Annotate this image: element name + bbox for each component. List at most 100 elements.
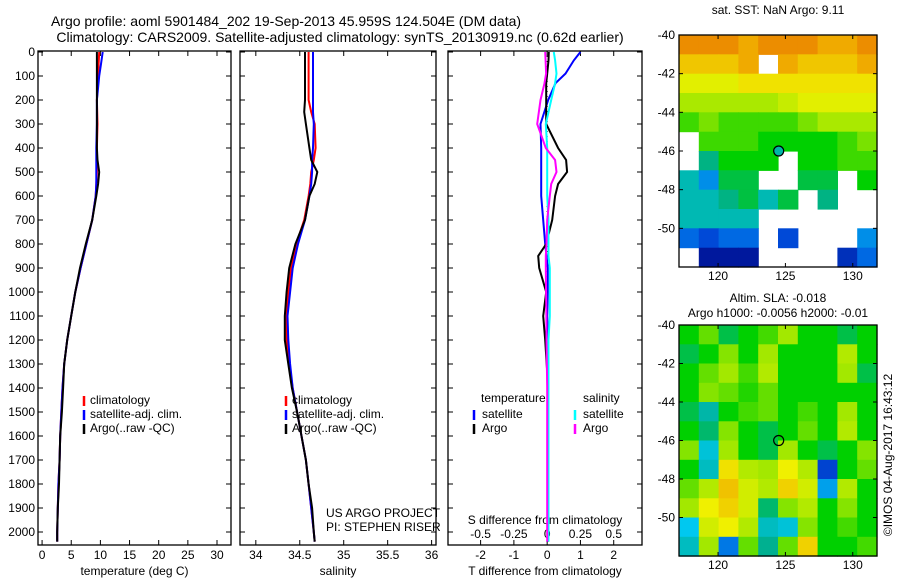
heatmap-cell: [718, 479, 739, 499]
heatmap-cell: [718, 517, 739, 538]
heatmap-cell: [817, 73, 838, 94]
x-tick-label: 36: [425, 548, 439, 562]
heatmap-cell: [857, 325, 878, 345]
heatmap-cell: [698, 73, 720, 94]
heatmap-cell: [679, 382, 700, 403]
heatmap-cell: [738, 209, 759, 229]
heatmap-cell: [837, 151, 858, 171]
heatmap-cell: [797, 151, 819, 171]
heatmap-cell: [837, 421, 858, 442]
heatmap-cell: [797, 325, 819, 345]
heatmap-cell: [797, 131, 819, 152]
x-tick-label: -1: [509, 548, 520, 562]
x2-tick-label: -0.5: [470, 527, 491, 541]
heatmap-cell: [738, 363, 759, 384]
heatmap-cell: [857, 344, 878, 365]
heatmap-cell: [817, 517, 838, 538]
heatmap-cell: [758, 73, 779, 94]
heatmap-cell: [698, 382, 720, 403]
heatmap-cell: [718, 170, 739, 191]
heatmap-cell: [857, 440, 878, 461]
heatmap-cell: [817, 189, 838, 210]
heatmap-cell: [758, 151, 779, 171]
heatmap-cell: [738, 479, 759, 499]
lon-tick-label: 130: [843, 269, 863, 283]
heatmap-cell: [679, 54, 700, 75]
heatmap-cell: [758, 382, 779, 403]
heatmap-cell: [817, 170, 838, 191]
heatmap-cell: [758, 536, 779, 557]
heatmap-cell: [718, 151, 739, 171]
lat-tick-label: -50: [658, 221, 676, 235]
x-tick-label: 0: [544, 548, 551, 562]
heatmap-cell: [698, 344, 720, 365]
heatmap-cell: [857, 112, 878, 133]
y-tick-label: 1500: [8, 405, 35, 419]
argo-float-marker: [773, 145, 785, 157]
heatmap-cell: [837, 247, 858, 268]
heatmap-cell: [758, 402, 779, 422]
heatmap-cell: [679, 73, 700, 94]
lat-tick-label: -46: [658, 144, 676, 158]
heatmap-cell: [797, 382, 819, 403]
heatmap-cell: [857, 93, 878, 113]
heatmap-cell: [778, 440, 799, 461]
heatmap-cell: [738, 402, 759, 422]
heatmap-cell: [738, 325, 759, 345]
heatmap-cell: [679, 402, 700, 422]
lat-tick-label: -48: [658, 183, 676, 197]
lat-tick-label: -44: [658, 395, 676, 409]
temperature-panel: 0100200300400500600700800900100011001200…: [8, 45, 232, 578]
lat-tick-label: -50: [658, 511, 676, 525]
heatmap-cell: [698, 35, 720, 55]
x2-axis-label: S difference from climatology: [468, 513, 623, 527]
heatmap-cell: [738, 189, 759, 210]
heatmap-cell: [718, 228, 739, 249]
heatmap-cell: [679, 344, 700, 365]
x-tick-label: 2: [610, 548, 617, 562]
heatmap-cell: [698, 325, 720, 345]
imos-stamp: ©IMOS 04-Aug-2017 16:43:12: [881, 374, 895, 537]
heatmap-cell: [778, 498, 799, 519]
heatmap-cell: [778, 93, 799, 113]
heatmap-cell: [817, 325, 838, 345]
heatmap-cell: [778, 459, 799, 480]
heatmap-cell: [679, 440, 700, 461]
heatmap-cell: [778, 325, 799, 345]
heatmap-cell: [797, 421, 819, 442]
project-label: US ARGO PROJECT: [326, 506, 441, 520]
heatmap-cell: [718, 344, 739, 365]
y-tick-label: 400: [15, 141, 35, 155]
heatmap-cell: [679, 209, 700, 229]
heatmap-cell: [817, 536, 838, 557]
legend-label: satellite: [482, 407, 523, 421]
heatmap-cell: [738, 382, 759, 403]
x-tick-label: 35.5: [376, 548, 400, 562]
heatmap-cell: [679, 479, 700, 499]
x2-tick-label: 0.25: [569, 527, 593, 541]
heatmap-cell: [758, 189, 779, 210]
heatmap-cell: [738, 35, 759, 55]
map-title: sat. SST: NaN Argo: 9.11: [712, 3, 845, 17]
salinity-panel: 34 34.5 35 35.5 36 salinity climatologysatelli…: [239, 50, 439, 578]
heatmap-cell: [758, 479, 779, 499]
heatmap-cell: [778, 479, 799, 499]
heatmap-cell: [778, 536, 799, 557]
heatmap-cell: [797, 35, 819, 55]
heatmap-cell: [698, 363, 720, 384]
heatmap-cell: [797, 459, 819, 480]
lon-tick-label: 120: [708, 558, 728, 572]
heatmap-cell: [817, 498, 838, 519]
heatmap-cell: [778, 228, 799, 249]
heatmap-cell: [698, 517, 720, 538]
heatmap-cell: [698, 498, 720, 519]
heatmap-cell: [718, 54, 739, 75]
x-tick-label: 34.5: [288, 548, 312, 562]
heatmap-cell: [857, 421, 878, 442]
heatmap-cell: [778, 421, 799, 442]
heatmap-cell: [738, 536, 759, 557]
heatmap-cell: [857, 73, 878, 94]
legend-label: Argo: [482, 421, 508, 435]
heatmap-cell: [778, 189, 799, 210]
